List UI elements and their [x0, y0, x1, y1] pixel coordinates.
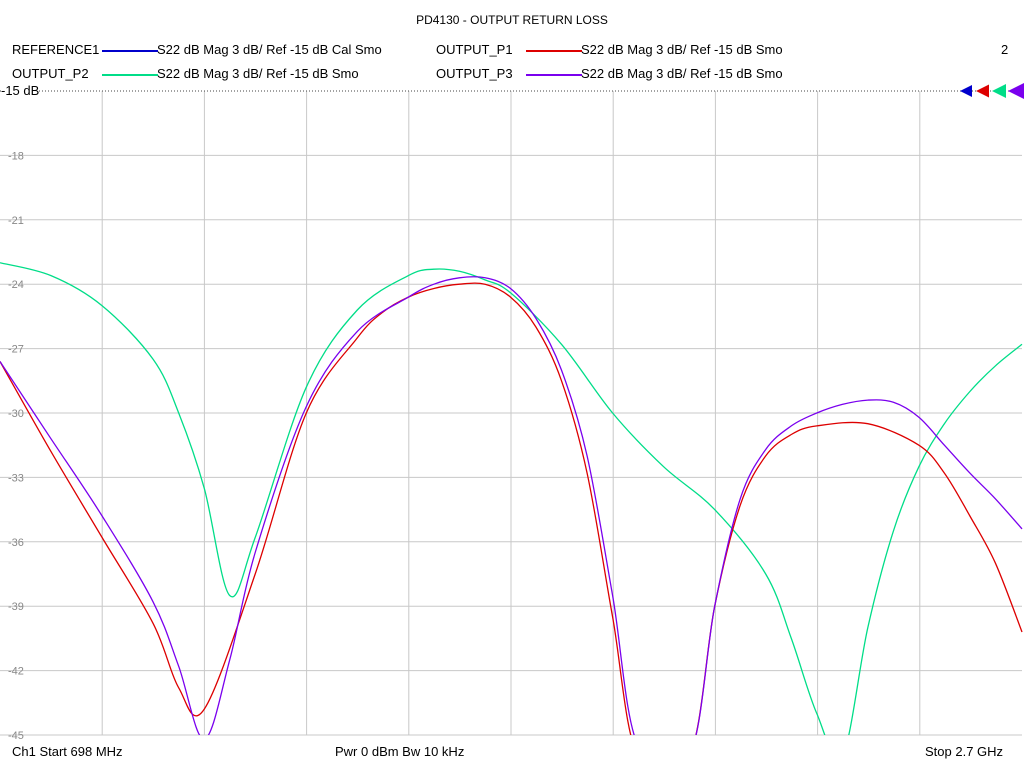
legend-trace-name: OUTPUT_P3	[436, 66, 513, 81]
legend-trace-name: REFERENCE1	[12, 42, 100, 57]
legend-trace-name: OUTPUT_P1	[436, 42, 513, 57]
y-tick-label: -27	[8, 344, 24, 356]
footer-power: Pwr 0 dBm Bw 10 kHz	[335, 744, 465, 759]
series-line-output-p1	[0, 282, 1023, 735]
y-tick-label: -45	[8, 730, 24, 742]
reference-level-label: -15 dB	[1, 83, 40, 98]
legend-swatch	[102, 74, 158, 76]
footer-start: Ch1 Start 698 MHz	[12, 744, 123, 759]
reference-marker-reference1[interactable]	[960, 85, 972, 97]
legend-trace-desc: S22 dB Mag 3 dB/ Ref -15 dB Cal Smo	[157, 42, 382, 57]
y-tick-label: -18	[8, 150, 24, 162]
series-lines	[0, 262, 1023, 735]
legend-trace-desc: S22 dB Mag 3 dB/ Ref -15 dB Smo	[157, 66, 359, 81]
y-tick-label: -30	[8, 408, 24, 420]
channel-number: 2	[1001, 42, 1009, 57]
legend-trace-name: OUTPUT_P2	[12, 66, 89, 81]
reference-marker-output-p3[interactable]	[1008, 83, 1024, 100]
reference-markers	[960, 83, 1024, 100]
legend-entry-reference1[interactable]: REFERENCE1 S22 dB Mag 3 dB/ Ref -15 dB C…	[12, 42, 432, 60]
legend-entry-output-p1[interactable]: OUTPUT_P1 S22 dB Mag 3 dB/ Ref -15 dB Sm…	[436, 42, 856, 60]
y-tick-label: -36	[8, 537, 24, 549]
y-tick-label: -33	[8, 472, 24, 484]
y-tick-label: -42	[8, 666, 24, 678]
y-tick-label: -24	[8, 279, 24, 291]
legend-swatch	[526, 50, 582, 52]
legend-swatch	[102, 50, 158, 52]
series-line-output-p3	[0, 276, 1023, 735]
legend-entry-output-p3[interactable]: OUTPUT_P3 S22 dB Mag 3 dB/ Ref -15 dB Sm…	[436, 66, 856, 84]
legend-trace-desc: S22 dB Mag 3 dB/ Ref -15 dB Smo	[581, 42, 783, 57]
footer-stop: Stop 2.7 GHz	[925, 744, 1004, 759]
reference-marker-output-p2[interactable]	[992, 84, 1006, 98]
y-tick-label: -21	[8, 215, 24, 227]
reference-marker-output-p1[interactable]	[976, 84, 989, 98]
series-line-output-p2	[0, 262, 1023, 735]
y-tick-label: -39	[8, 601, 24, 613]
legend-trace-desc: S22 dB Mag 3 dB/ Ref -15 dB Smo	[581, 66, 783, 81]
grid-lines	[0, 91, 1022, 736]
legend-swatch	[526, 74, 582, 76]
legend-entry-output-p2[interactable]: OUTPUT_P2 S22 dB Mag 3 dB/ Ref -15 dB Sm…	[12, 66, 432, 84]
chart-title: PD4130 - OUTPUT RETURN LOSS	[416, 13, 608, 27]
y-tick-labels: -15-18-21-24-27-30-33-36-39-42-45	[8, 86, 24, 742]
